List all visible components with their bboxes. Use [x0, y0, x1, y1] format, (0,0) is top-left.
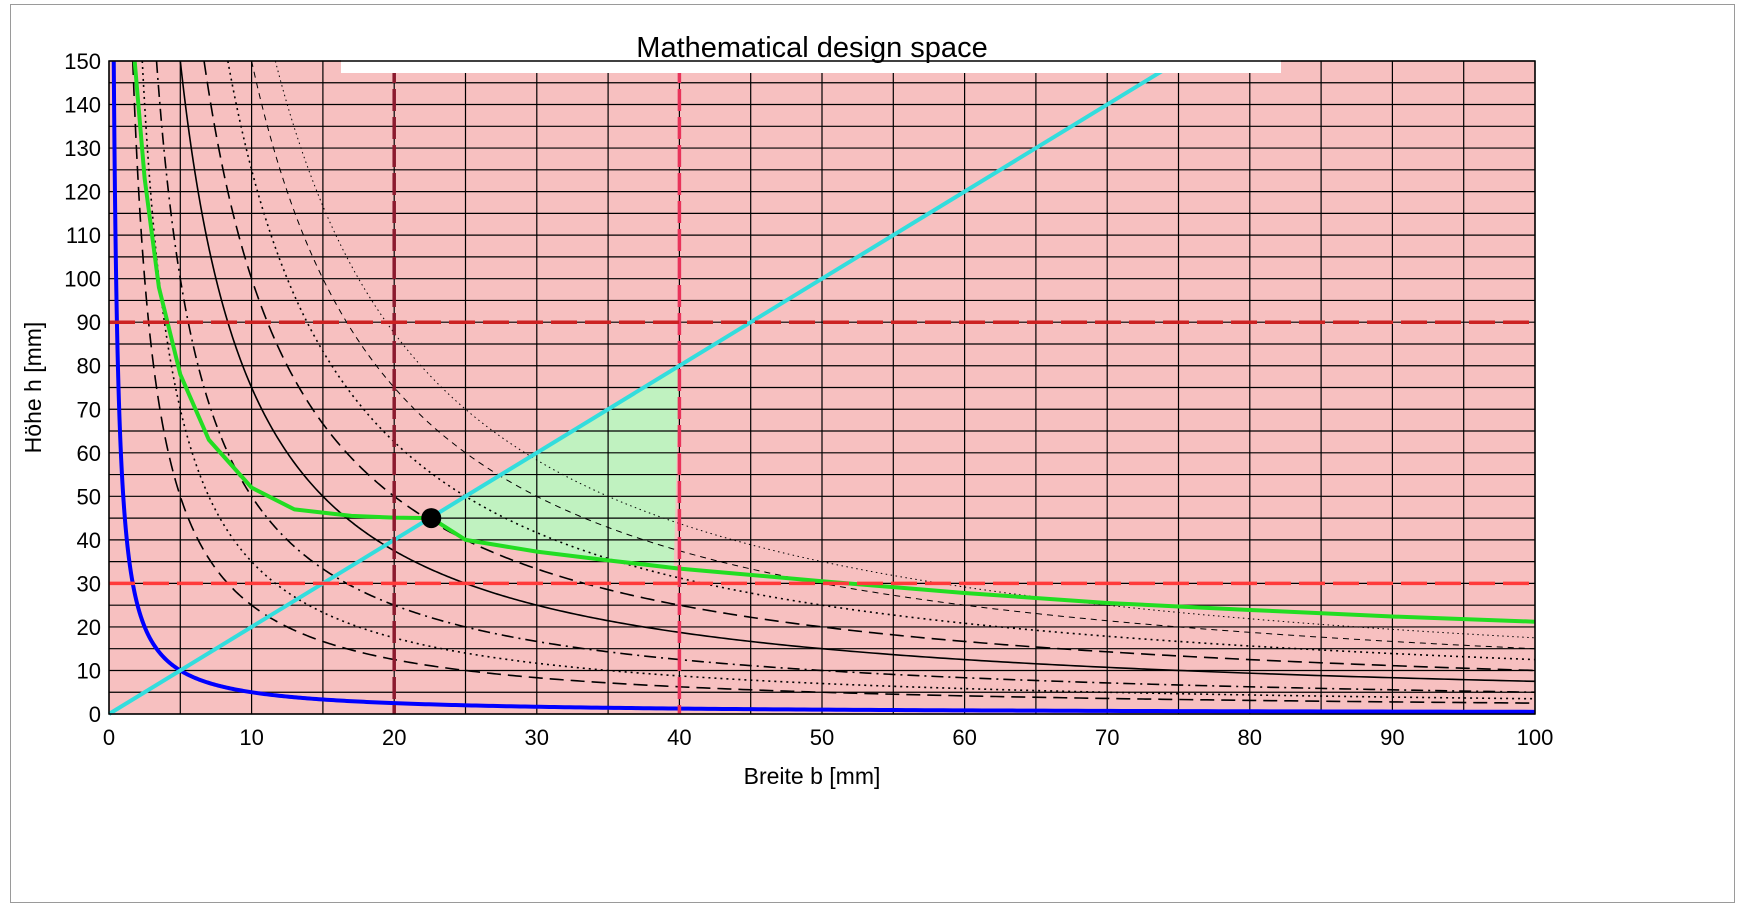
series-curve-9	[132, 60, 1536, 624]
design-space-chart: Mathematical design space 0 10 20 30 40 50 60 7…	[20, 32, 1553, 789]
x-tick-label: 90	[1380, 725, 1404, 750]
series-curve-5	[203, 60, 1536, 672]
grid-lines	[108, 60, 1536, 715]
x-tick-label: 50	[810, 725, 834, 750]
y-tick-label: 80	[77, 354, 101, 379]
y-tick-label: 100	[64, 267, 101, 292]
x-tick-label: 100	[1517, 725, 1554, 750]
title-background	[341, 33, 1281, 73]
chart-frame: Mathematical design space 0 10 20 30 40 50 60 7…	[10, 4, 1735, 903]
y-tick-label: 90	[77, 310, 101, 335]
x-tick-label: 0	[103, 725, 115, 750]
feasible-region	[431, 365, 680, 568]
series-layer	[107, 59, 1536, 716]
y-tick-label: 150	[64, 49, 101, 74]
y-tick-label: 50	[77, 484, 101, 509]
y-tick-label: 140	[64, 93, 101, 118]
y-axis-title: Höhe h [mm]	[20, 322, 46, 454]
series-curve-10	[107, 59, 1180, 716]
chart-title: Mathematical design space	[636, 32, 987, 64]
x-axis-ticks: 0 10 20 30 40 50 60 70 80 90 100	[103, 725, 1553, 750]
y-tick-label: 110	[66, 223, 101, 248]
y-tick-label: 40	[77, 528, 101, 553]
x-tick-label: 60	[952, 725, 976, 750]
x-tick-label: 10	[239, 725, 263, 750]
x-tick-label: 30	[525, 725, 549, 750]
series-curve-0	[111, 60, 1536, 714]
series-curve-1	[131, 60, 1536, 704]
series-curve-7	[251, 60, 1536, 650]
x-tick-label: 20	[382, 725, 406, 750]
x-axis-title: Breite b [mm]	[744, 763, 881, 789]
series-curve-4	[179, 60, 1536, 683]
x-tick-label: 40	[667, 725, 691, 750]
series-curve-2	[141, 60, 1536, 700]
optimum-point	[421, 508, 442, 529]
y-tick-label: 10	[77, 658, 101, 683]
series-curve-3	[155, 60, 1536, 694]
y-tick-label: 60	[77, 441, 101, 466]
y-axis-ticks: 0 10 20 30 40 50 60 70 80 90 100 110 120 130 140 150	[64, 49, 101, 727]
x-tick-label: 80	[1238, 725, 1262, 750]
x-tick-label: 70	[1095, 725, 1119, 750]
y-tick-label: 20	[77, 615, 101, 640]
y-tick-label: 30	[77, 571, 101, 596]
plot-border	[108, 60, 1536, 715]
y-tick-label: 120	[64, 180, 101, 205]
constraint-lines	[109, 61, 1535, 714]
y-tick-label: 0	[89, 702, 101, 727]
y-tick-label: 70	[77, 397, 101, 422]
y-tick-label: 130	[64, 136, 101, 161]
